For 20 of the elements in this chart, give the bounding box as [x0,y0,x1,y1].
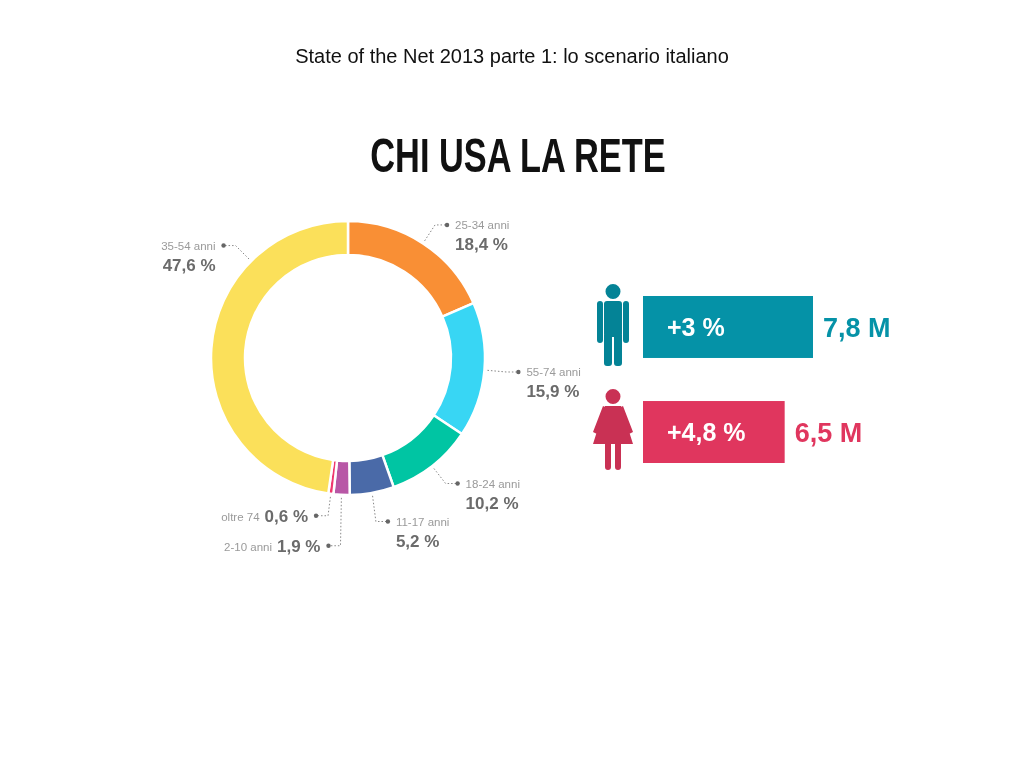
slice-label: oltre 74 [221,510,261,523]
data-label: 0,6 % [264,506,309,526]
slice-label: 11-17 anni [395,515,450,528]
data-label: 1,9 % [277,536,321,556]
data-label: 6,5 M [794,418,863,449]
data-label: 15,9 % [526,382,580,401]
annotation: +4,8 % [667,418,746,447]
data-label: 5,2 % [395,531,440,551]
data-label: 18,4 % [455,234,508,254]
data-label: 7,8 M [823,312,891,343]
data-label: 47,6 % [162,255,216,275]
annotation: +3 % [667,312,725,341]
chart-title: State of the Net 2013 parte 1: lo scenario italiano [295,45,729,67]
slice-label: 25-34 anni [455,218,510,231]
data-label: 10,2 % [465,493,519,513]
slice-label: 55-74 anni [526,366,581,378]
slice-label: 2-10 anni [224,540,273,553]
chart-subtitle: CHI USA LA RETE [370,128,666,183]
slice-label: 18-24 anni [465,477,520,490]
slice-label: 35-54 anni [161,239,216,252]
